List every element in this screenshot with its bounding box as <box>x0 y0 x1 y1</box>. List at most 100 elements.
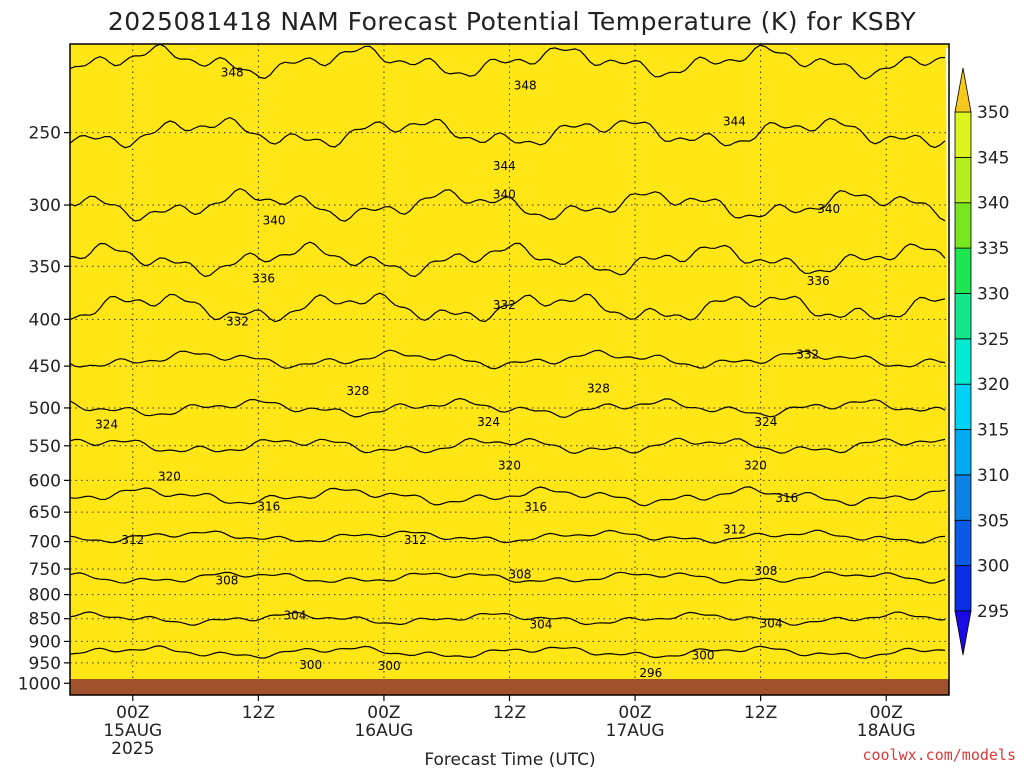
x-axis-label: Forecast Time (UTC) <box>424 750 595 768</box>
contour-label: 324 <box>95 417 118 431</box>
terrain-strip <box>70 679 949 695</box>
colorbar-segment <box>954 156 972 204</box>
contour-label: 348 <box>221 66 244 80</box>
y-tick-label: 250 <box>29 124 61 144</box>
contour-labels: 348 348 344 344 340 340 340 336 336 332 332 332 328 3… <box>95 66 840 680</box>
y-tick-label: 700 <box>29 533 61 553</box>
colorbar-segment <box>954 247 972 294</box>
contour-label: 300 <box>378 659 401 673</box>
y-tick-label: 900 <box>29 632 61 652</box>
colorbar-min-arrow <box>954 610 972 656</box>
y-tick-label: 450 <box>29 357 61 377</box>
credit-text: coolwx.com/models <box>862 746 1016 764</box>
contour-line <box>70 529 946 544</box>
x-tick-label: 16AUG <box>354 721 413 741</box>
contour-label: 300 <box>692 648 715 662</box>
y-tick-label: 500 <box>29 399 61 419</box>
colorbar-legend: 295 300 305 310 315 320 325 330 335 340 345 350 <box>954 67 1009 656</box>
y-tick-label: 950 <box>29 654 61 674</box>
contour-label: 336 <box>252 272 275 286</box>
contour-label: 344 <box>493 159 516 173</box>
y-tick-label: 1000 <box>18 674 61 694</box>
colorbar-label: 350 <box>977 103 1009 123</box>
contour-line <box>70 116 946 149</box>
colorbar-label: 295 <box>977 602 1009 622</box>
contour-label: 320 <box>498 459 521 473</box>
x-tick-label: 00Z <box>367 703 400 723</box>
theta-color-bands <box>70 44 949 695</box>
colorbar-segment <box>954 338 972 385</box>
y-tick-label: 650 <box>29 503 61 523</box>
contour-line <box>70 397 946 419</box>
contour-label: 348 <box>514 78 537 92</box>
contour-line <box>70 187 946 222</box>
theta-band <box>70 44 949 48</box>
x-tick-label: 2025 <box>111 739 154 759</box>
contour-label: 320 <box>744 459 767 473</box>
contour-label: 324 <box>477 415 500 429</box>
contour-line <box>70 437 946 455</box>
contour-line <box>70 349 946 370</box>
contour-label: 312 <box>404 533 427 547</box>
x-tick-label: 12Z <box>493 703 526 723</box>
colorbar-label: 305 <box>977 511 1009 531</box>
y-tick-label: 400 <box>29 310 61 330</box>
contour-label: 316 <box>257 500 280 514</box>
x-tick-label: 15AUG <box>103 721 162 741</box>
contour-label: 340 <box>493 187 516 201</box>
theta-contour-lines <box>70 44 946 695</box>
x-tick-label: 00Z <box>870 703 903 723</box>
contour-label: 324 <box>754 415 777 429</box>
dotted-grid <box>70 44 949 695</box>
colorbar-segment <box>954 519 972 567</box>
contour-label: 340 <box>263 214 286 228</box>
contour-line <box>70 571 946 584</box>
colorbar-label: 335 <box>977 239 1009 259</box>
colorbar-segment <box>954 293 972 340</box>
contour-label: 308 <box>509 567 532 581</box>
contour-label: 336 <box>807 274 830 288</box>
contour-label: 344 <box>723 114 746 128</box>
contour-label: 304 <box>760 616 783 630</box>
contour-line <box>70 611 946 626</box>
contour-label: 328 <box>346 384 369 398</box>
colorbar-segment <box>954 429 972 476</box>
colorbar-label: 320 <box>977 375 1009 395</box>
contour-label: 308 <box>216 573 239 587</box>
contour-label: 332 <box>493 298 516 312</box>
contour-label: 332 <box>226 314 249 328</box>
contour-label: 296 <box>639 666 662 680</box>
contour-line <box>70 486 946 507</box>
colorbar-segment <box>954 383 972 430</box>
y-tick-label: 300 <box>29 196 61 216</box>
contour-line <box>70 292 946 323</box>
contour-label: 328 <box>587 381 610 395</box>
contour-label: 316 <box>775 491 798 505</box>
x-tick-label: 12Z <box>242 703 275 723</box>
contour-label: 316 <box>524 500 547 514</box>
colorbar-segment <box>954 202 972 249</box>
x-tick-label: 12Z <box>744 703 777 723</box>
x-tick-label: 00Z <box>116 703 149 723</box>
contour-label: 312 <box>121 533 144 547</box>
colorbar-label: 300 <box>977 557 1009 577</box>
contour-line <box>70 44 946 80</box>
colorbar-label: 345 <box>977 148 1009 168</box>
contour-label: 304 <box>284 608 307 622</box>
colorbar-label: 315 <box>977 421 1009 441</box>
colorbar-label: 310 <box>977 466 1009 486</box>
colorbar-segment <box>954 474 972 521</box>
contour-label: 312 <box>723 522 746 536</box>
x-tick-label: 18AUG <box>857 721 916 741</box>
chart-title: 2025081418 NAM Forecast Potential Temper… <box>108 7 917 36</box>
y-tick-label: 800 <box>29 586 61 606</box>
y-tick-label: 550 <box>29 437 61 457</box>
y-tick-label: 350 <box>29 257 61 277</box>
x-tick-label: 00Z <box>618 703 651 723</box>
contour-label: 340 <box>817 202 840 216</box>
y-tick-label: 850 <box>29 610 61 630</box>
contour-label: 332 <box>796 347 819 361</box>
